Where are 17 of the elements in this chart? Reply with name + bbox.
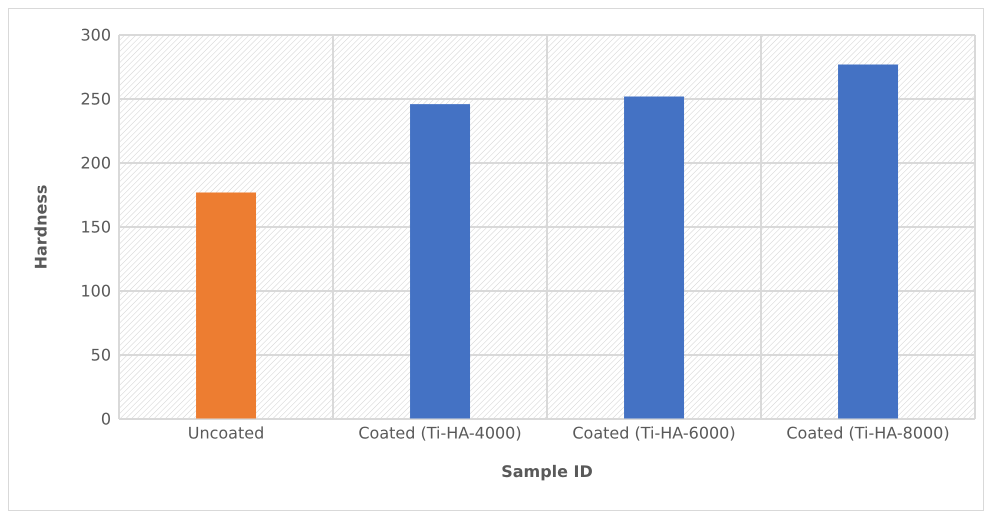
y-tick-label: 200 — [80, 154, 111, 173]
x-tick-label: Coated (Ti-HA-8000) — [786, 423, 950, 442]
y-tick-label: 150 — [80, 218, 111, 237]
x-tick-label: Coated (Ti-HA-6000) — [572, 423, 736, 442]
y-axis-title: Hardness — [32, 184, 51, 270]
bar — [624, 96, 684, 419]
x-tick-label: Coated (Ti-HA-4000) — [358, 423, 522, 442]
bar — [410, 104, 470, 419]
y-tick-label: 0 — [100, 410, 111, 429]
y-tick-label: 250 — [80, 90, 111, 109]
bar — [838, 64, 898, 419]
y-tick-label: 100 — [80, 282, 111, 301]
y-tick-label: 300 — [80, 26, 111, 45]
x-axis-title: Sample ID — [501, 462, 593, 481]
y-tick-label: 50 — [90, 346, 111, 365]
x-tick-label: Uncoated — [188, 423, 264, 442]
bar — [196, 192, 256, 419]
